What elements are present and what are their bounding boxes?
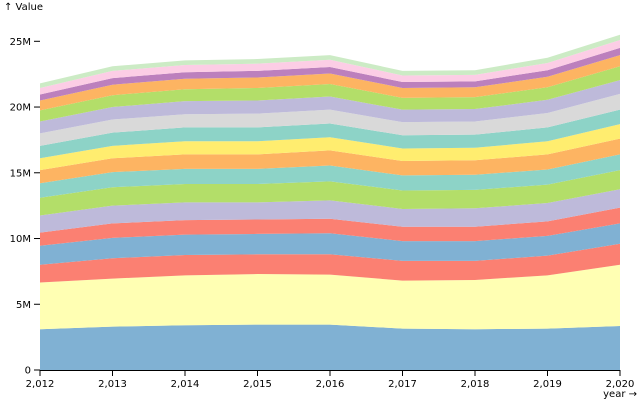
y-tick-label: 25M (10, 37, 31, 48)
x-tick-label: 2,020 (606, 379, 635, 390)
y-tick-label: 15M (10, 168, 31, 179)
area-layers (40, 34, 620, 370)
area-series-9 (40, 138, 620, 184)
y-axis-label: ↑ Value (4, 2, 43, 13)
area-series-1 (40, 324, 620, 370)
area-series-13 (40, 80, 620, 134)
area-series-7 (40, 170, 620, 216)
area-series-10 (40, 124, 620, 171)
area-series-4 (40, 223, 620, 265)
x-tick-label: 2,014 (171, 379, 200, 390)
area-series-18 (40, 34, 620, 88)
x-tick-label: 2,018 (461, 379, 490, 390)
x-tick-label: 2,016 (316, 379, 345, 390)
area-series-15 (40, 55, 620, 111)
area-series-17 (40, 39, 620, 95)
y-tick-label: 5M (16, 300, 31, 311)
area-series-3 (40, 243, 620, 283)
x-tick-label: 2,017 (388, 379, 417, 390)
x-axis: 2,012 2,013 2,014 2,015 2,016 2,017 2,018 2,019… (26, 370, 635, 390)
x-tick-label: 2,013 (98, 379, 127, 390)
area-series-14 (40, 66, 620, 122)
x-tick-label: 2,012 (26, 379, 55, 390)
x-axis-label: year → (603, 389, 637, 400)
area-series-2 (40, 264, 620, 330)
x-tick-label: 2,019 (533, 379, 562, 390)
area-series-8 (40, 154, 620, 198)
y-tick-label: 10M (10, 234, 31, 245)
y-axis: 0 5M 10M 15M 20M 25M (10, 37, 40, 377)
area-series-5 (40, 207, 620, 246)
x-tick-label: 2,015 (243, 379, 272, 390)
area-series-11 (40, 109, 620, 159)
y-tick-label: 20M (10, 103, 31, 114)
area-series-6 (40, 189, 620, 233)
y-tick-label: 0 (25, 366, 31, 377)
area-series-12 (40, 93, 620, 146)
